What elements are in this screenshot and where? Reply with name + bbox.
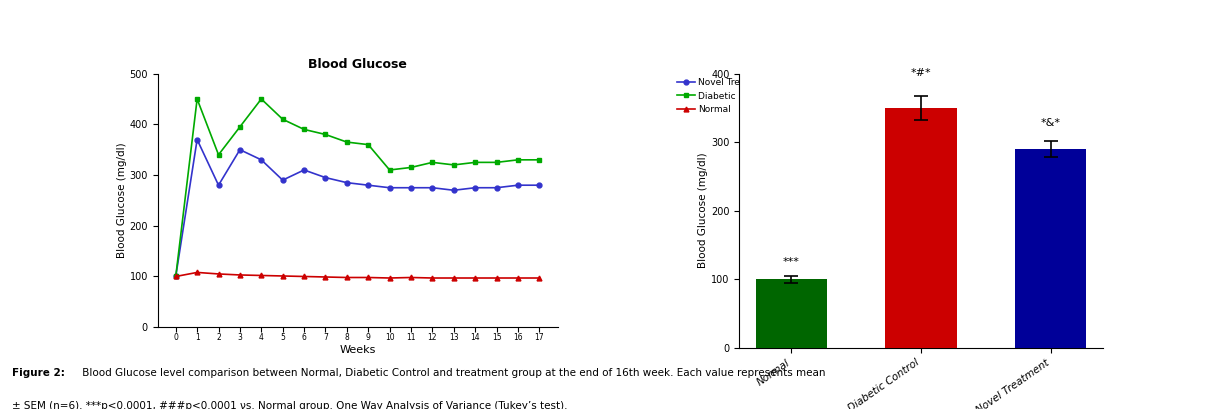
Normal bbox=[361, 275, 376, 280]
Novel Treatment bbox=[382, 185, 396, 190]
Text: Blood Glucose level comparison between Normal, Diabetic Control and treatment gr: Blood Glucose level comparison between N… bbox=[79, 368, 825, 378]
Legend: Novel Treatment, Diabetic Control, Normal: Novel Treatment, Diabetic Control, Norma… bbox=[676, 78, 773, 114]
Normal bbox=[425, 276, 440, 281]
Novel Treatment bbox=[490, 185, 504, 190]
Novel Treatment bbox=[404, 185, 418, 190]
Normal bbox=[255, 273, 269, 278]
Novel Treatment bbox=[361, 183, 376, 188]
Normal bbox=[339, 275, 354, 280]
Normal bbox=[404, 275, 418, 280]
Text: ± SEM (n=6). ***p<0.0001, ###p<0.0001 νs. Normal group. One Way Analysis of Vari: ± SEM (n=6). ***p<0.0001, ###p<0.0001 νs… bbox=[12, 401, 567, 409]
Novel Treatment bbox=[532, 183, 547, 188]
Normal bbox=[319, 274, 333, 279]
Diabetic Control bbox=[446, 162, 461, 167]
Diabetic Control bbox=[255, 97, 269, 101]
Diabetic Control bbox=[468, 160, 482, 165]
Novel Treatment bbox=[468, 185, 482, 190]
Novel Treatment bbox=[233, 147, 247, 152]
Y-axis label: Blood Glucose (mg/dl): Blood Glucose (mg/dl) bbox=[698, 153, 708, 268]
Normal bbox=[446, 276, 461, 281]
Normal bbox=[490, 276, 504, 281]
Text: *#*: *#* bbox=[910, 68, 932, 79]
Diabetic Control bbox=[211, 152, 225, 157]
Diabetic Control bbox=[297, 127, 311, 132]
Diabetic Control bbox=[361, 142, 376, 147]
Novel Treatment bbox=[168, 274, 183, 279]
Line: Normal: Normal bbox=[173, 270, 542, 281]
Diabetic Control bbox=[382, 168, 396, 173]
Diabetic Control bbox=[404, 165, 418, 170]
Normal bbox=[211, 272, 225, 276]
Bar bbox=[1016, 149, 1086, 348]
Diabetic Control bbox=[190, 97, 205, 101]
Diabetic Control bbox=[425, 160, 440, 165]
X-axis label: Weeks: Weeks bbox=[339, 345, 376, 355]
Normal bbox=[190, 270, 205, 275]
Bar bbox=[756, 279, 827, 348]
Novel Treatment bbox=[425, 185, 440, 190]
Novel Treatment bbox=[190, 137, 205, 142]
Novel Treatment bbox=[275, 178, 290, 182]
Novel Treatment bbox=[297, 168, 311, 173]
Novel Treatment bbox=[319, 175, 333, 180]
Diabetic Control bbox=[510, 157, 525, 162]
Normal bbox=[468, 276, 482, 281]
Novel Treatment bbox=[510, 183, 525, 188]
Title: Blood Glucose: Blood Glucose bbox=[308, 58, 407, 71]
Normal bbox=[168, 274, 183, 279]
Diabetic Control bbox=[319, 132, 333, 137]
Diabetic Control bbox=[339, 139, 354, 144]
Diabetic Control bbox=[490, 160, 504, 165]
Diabetic Control bbox=[233, 124, 247, 129]
Bar bbox=[886, 108, 956, 348]
Novel Treatment bbox=[211, 183, 225, 188]
Diabetic Control bbox=[168, 274, 183, 279]
Diabetic Control bbox=[532, 157, 547, 162]
Text: *&*: *&* bbox=[1041, 119, 1060, 128]
Normal bbox=[233, 272, 247, 277]
Line: Diabetic Control: Diabetic Control bbox=[173, 97, 542, 279]
Normal bbox=[382, 276, 396, 281]
Line: Novel Treatment: Novel Treatment bbox=[173, 137, 542, 279]
Normal bbox=[510, 276, 525, 281]
Text: ***: *** bbox=[783, 258, 800, 267]
Diabetic Control bbox=[275, 117, 290, 122]
Novel Treatment bbox=[446, 188, 461, 193]
Novel Treatment bbox=[255, 157, 269, 162]
Normal bbox=[532, 276, 547, 281]
Text: Figure 2:: Figure 2: bbox=[12, 368, 65, 378]
Y-axis label: Blood Glucose (mg/dl): Blood Glucose (mg/dl) bbox=[116, 143, 126, 258]
Normal bbox=[275, 274, 290, 279]
Novel Treatment bbox=[339, 180, 354, 185]
Normal bbox=[297, 274, 311, 279]
